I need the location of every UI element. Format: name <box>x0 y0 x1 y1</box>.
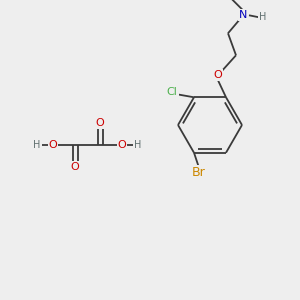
Text: Cl: Cl <box>167 87 177 97</box>
Text: O: O <box>118 140 126 150</box>
Text: Br: Br <box>192 166 206 179</box>
Text: H: H <box>259 12 267 22</box>
Text: O: O <box>214 70 222 80</box>
Text: O: O <box>96 118 104 128</box>
Text: O: O <box>49 140 57 150</box>
Text: N: N <box>239 10 247 20</box>
Text: H: H <box>33 140 41 150</box>
Text: O: O <box>70 162 80 172</box>
Text: H: H <box>134 140 142 150</box>
